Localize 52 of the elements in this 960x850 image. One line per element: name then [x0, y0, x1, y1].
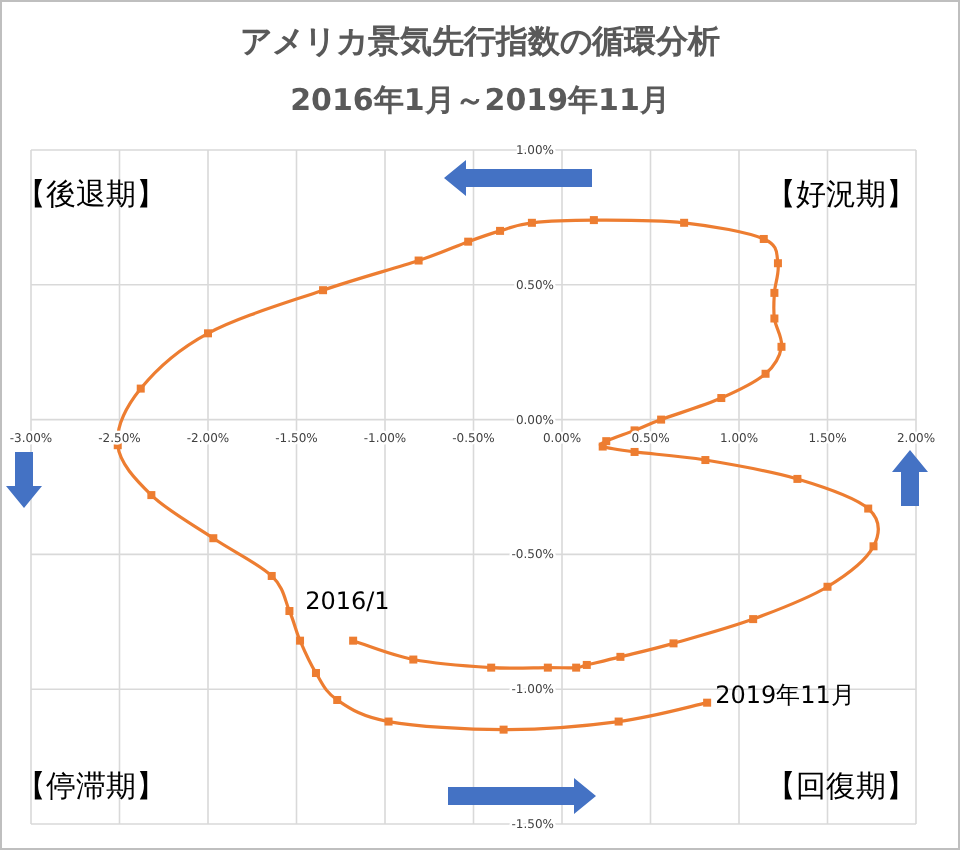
chart-subtitle: 2016年1月～2019年11月: [290, 82, 670, 118]
point: [770, 314, 779, 323]
annotation: 【後退期】: [16, 176, 166, 212]
point: [869, 542, 878, 551]
point: [680, 218, 689, 227]
point: [349, 636, 358, 645]
point: [464, 237, 473, 246]
point: [296, 636, 305, 645]
point: [703, 698, 712, 707]
point: [333, 695, 342, 704]
point: [311, 669, 320, 678]
annotation: 【好況期】: [766, 176, 916, 212]
point: [630, 447, 639, 456]
point: [582, 660, 591, 669]
annotation: 【停滞期】: [16, 768, 166, 804]
point: [319, 286, 328, 295]
point: [204, 329, 212, 338]
point: [499, 725, 508, 734]
point: [773, 259, 782, 268]
point: [136, 384, 145, 393]
annotation: 2016/1: [305, 586, 390, 615]
point: [669, 639, 678, 648]
point: [384, 717, 393, 726]
point: [759, 234, 768, 243]
point: [770, 288, 779, 297]
point: [616, 652, 625, 661]
point: [749, 615, 758, 624]
point: [487, 663, 496, 672]
point: [209, 534, 218, 543]
point: [823, 582, 832, 591]
point: [657, 415, 666, 424]
point: [496, 226, 505, 235]
point: [572, 663, 581, 672]
point: [777, 342, 786, 351]
point: [761, 369, 770, 378]
point: [793, 474, 802, 483]
point: [717, 394, 726, 403]
chart-title: アメリカ景気先行指数の循環分析: [240, 22, 720, 60]
point: [409, 655, 418, 664]
point: [864, 504, 873, 513]
point: [267, 571, 276, 580]
annotation: 2019年11月: [715, 680, 855, 709]
point: [589, 216, 598, 225]
point: [701, 456, 710, 465]
annotation: 【回復期】: [766, 768, 916, 804]
point: [527, 218, 536, 227]
point: [147, 491, 156, 500]
point: [285, 607, 294, 616]
point: [602, 437, 611, 446]
point: [614, 717, 623, 726]
point: [414, 256, 423, 265]
point: [543, 663, 552, 672]
